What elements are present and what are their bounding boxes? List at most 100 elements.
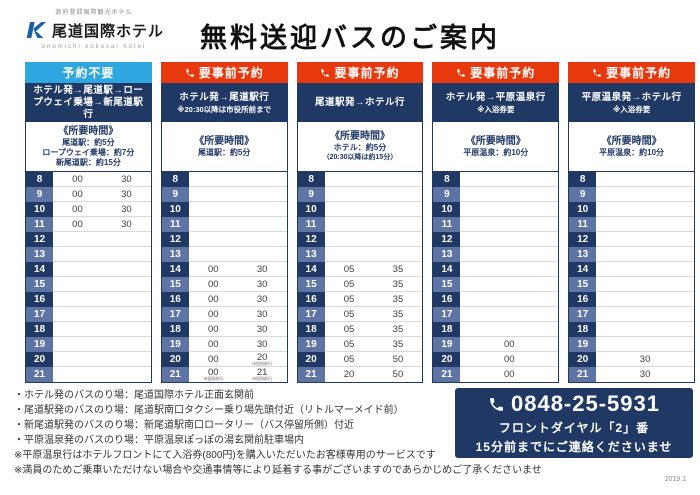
minute-cell: 30 (238, 279, 287, 289)
hour-cell: 9 (433, 187, 461, 202)
hour-cell: 18 (569, 322, 597, 337)
reservation-badge-label: 要事前予約 (334, 66, 400, 80)
phone-number: 0848-25-5931 (510, 391, 660, 416)
minute-value: 21 (256, 367, 268, 378)
minute-cell: 00 (189, 339, 238, 349)
contact-notice-text: 15分前までにご連絡くださいませ (475, 440, 673, 454)
minute-value: 30 (256, 323, 268, 335)
schedule-column-body: 平原温泉発→ホテル行 ※入浴券要 《所要時間》 平原温泉：約10分 8 9 10 11 12 13… (568, 83, 695, 383)
minutes-area (53, 352, 151, 367)
minute-cell: 05 (325, 354, 374, 364)
hour-cell: 12 (569, 232, 597, 247)
hour-cell: 14 (569, 262, 597, 277)
timetable-row: 9 00 30 (26, 187, 151, 202)
route-header: ホテル発→尾道駅行 ※20:30以降は市役所前まで (161, 84, 287, 122)
minutes-area (596, 202, 694, 217)
minute-value: 35 (392, 293, 404, 305)
phone-icon (490, 397, 503, 411)
minute-cell: 30 (238, 323, 287, 335)
minutes-area (596, 307, 694, 322)
minutes-area (324, 172, 423, 187)
route-note: ※入浴券要 (477, 104, 515, 114)
hour-cell: 10 (433, 202, 461, 217)
minute-cell: 30 (102, 189, 151, 199)
hour-cell: 20 (569, 352, 597, 367)
timetable-row: 10 (297, 202, 423, 217)
hour-cell: 11 (161, 217, 189, 232)
minutes-area: 00 30 (53, 187, 151, 202)
hour-cell: 10 (26, 202, 53, 217)
minutes-area: 05 35 (324, 292, 423, 307)
minutes-area (460, 217, 559, 232)
timetable-row: 14 (26, 262, 151, 277)
minute-cell: 35 (374, 279, 423, 289)
minutes-area: 00 (460, 352, 559, 367)
schedule-column-body: ホテル発→尾道駅行 ※20:30以降は市役所前まで 《所要時間》 尾道駅：約5分 8 9 1… (160, 83, 288, 383)
hour-cell: 11 (26, 217, 53, 232)
hour-cell: 9 (161, 187, 189, 202)
hour-cell: 11 (433, 217, 461, 232)
timetable-row: 14 05 35 (297, 262, 423, 277)
minute-cell: 30 (238, 293, 287, 305)
minutes-area (460, 322, 559, 337)
timetable-row: 15 (26, 277, 151, 292)
hour-cell: 8 (297, 172, 325, 187)
minutes-area (53, 232, 151, 247)
minutes-area (53, 367, 151, 382)
duration-line: 平原温泉：約10分 (463, 147, 529, 157)
minutes-area: 05 35 (324, 307, 423, 322)
minutes-area (53, 322, 151, 337)
minute-value: 30 (121, 218, 132, 230)
duration-title: 《所要時間》 (465, 135, 526, 147)
timetable-row: 11 (433, 217, 559, 232)
hour-cell: 21 (297, 367, 325, 382)
timetable-row: 11 (161, 217, 287, 232)
timetable-row: 18 (569, 322, 694, 337)
minutes-area (188, 187, 287, 202)
timetable-row: 12 (569, 232, 694, 247)
timetable-row: 19 (569, 337, 694, 352)
timetable-row: 9 (569, 187, 694, 202)
route-title: ホテル発→平原温泉行 (445, 91, 546, 103)
hour-cell: 16 (569, 292, 597, 307)
timetable-row: 13 (433, 247, 559, 262)
minute-cell: 00 (53, 219, 102, 229)
minute-cell: 35 (374, 324, 423, 334)
version-stamp: 2019.1 (664, 476, 686, 483)
minutes-area: 05 35 (324, 277, 423, 292)
minute-value: 05 (343, 338, 355, 350)
timetable-row: 11 (569, 217, 694, 232)
minutes-area: 05 35 (324, 262, 423, 277)
timetable-row: 9 (297, 187, 423, 202)
hour-cell: 17 (26, 307, 53, 322)
minutes-area (324, 187, 423, 202)
reservation-badge: 要事前予約 (296, 62, 424, 83)
footer-note-line: ・ホテル発のバスのり場：尾道国際ホテル正面玄関前 (14, 390, 254, 401)
hour-cell: 11 (297, 217, 325, 232)
reservation-badge-label: 要事前予約 (606, 66, 672, 80)
hotel-name-romaji: onomichi kokusai hotel (41, 44, 147, 50)
minute-value: 20 (256, 351, 268, 363)
schedule-column-4: 要事前予約 ホテル発→平原温泉行 ※入浴券要 《所要時間》 平原温泉：約10分 8 9 10 1… (432, 62, 560, 383)
contact-phone-row: 0848-25-5931 (488, 391, 660, 417)
minutes-area (460, 232, 559, 247)
timetable-row: 17 00 30 (161, 307, 287, 322)
timetable-row: 16 05 35 (297, 292, 423, 307)
minute-cell: 00 (504, 369, 515, 380)
duration-box: 《所要時間》 平原温泉：約10分 (569, 122, 694, 172)
minutes-area (324, 202, 423, 217)
minute-value: 00 (207, 367, 219, 378)
timetable-row: 15 (433, 277, 559, 292)
timetable-row: 16 (569, 292, 694, 307)
hour-cell: 9 (569, 187, 597, 202)
minutes-area (596, 232, 694, 247)
hour-cell: 13 (26, 247, 53, 262)
minute-cell: 30 (238, 264, 287, 274)
minute-value: 05 (343, 278, 355, 290)
minutes-area (460, 247, 559, 262)
minute-value: 30 (256, 293, 268, 305)
minute-cell: 05 (325, 338, 374, 350)
duration-line: ホテル：約5分 (333, 143, 387, 152)
timetable-row: 14 (569, 262, 694, 277)
